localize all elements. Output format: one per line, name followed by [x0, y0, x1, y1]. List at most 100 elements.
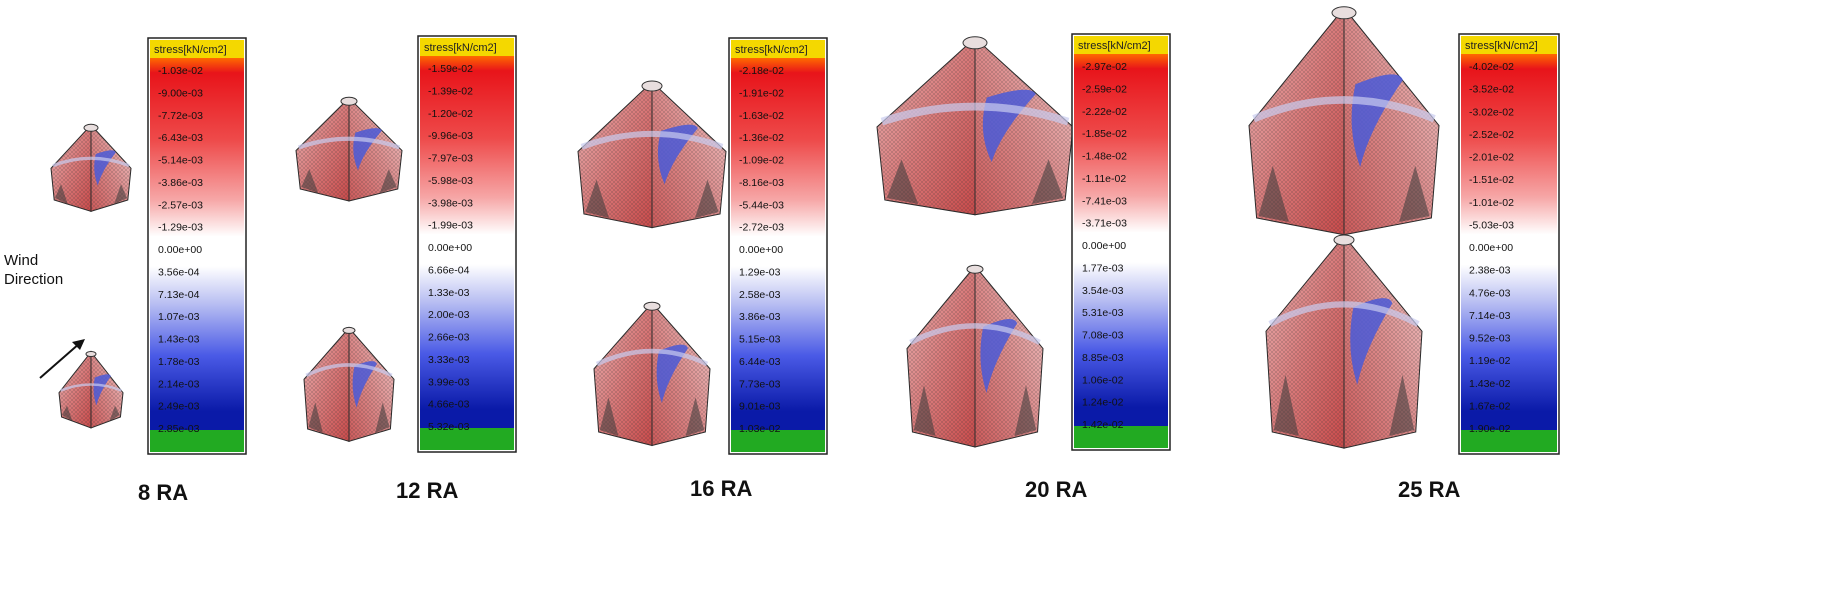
model-fold	[1273, 374, 1299, 436]
scale-gradient-bar	[150, 58, 244, 430]
model-shoulder-band	[305, 363, 393, 378]
model-shoulder-band	[595, 348, 709, 367]
model-mesh	[51, 125, 131, 212]
stress-scale: stress[kN/cm2] -1.03e-02 -9.00e-03 -7.72e-0…	[147, 37, 247, 455]
structure-model	[577, 80, 727, 229]
scale-tick-label: -3.71e-03	[1082, 218, 1127, 230]
scale-tick-label: 1.67e-02	[1469, 400, 1511, 412]
scale-tick-label: 6.66e-04	[428, 264, 470, 276]
wind-label-line1: Wind	[4, 252, 38, 269]
structure-model	[58, 350, 124, 429]
scale-tick-label: -2.18e-02	[739, 65, 784, 77]
scale-footer	[731, 430, 825, 452]
scale-tick-label: 7.08e-03	[1082, 330, 1124, 342]
scale-tick-label: -4.02e-02	[1469, 61, 1514, 73]
stress-scale: stress[kN/cm2] -2.18e-02 -1.91e-02 -1.63e-0…	[728, 37, 828, 455]
model-apex-ring	[342, 326, 356, 334]
model-fold	[55, 184, 68, 204]
scale-tick-label: 9.52e-03	[1469, 333, 1511, 345]
scale-tick-label: 0.00e+00	[428, 242, 472, 254]
model-apex-ring	[966, 264, 984, 274]
scale-tick-label: -2.97e-02	[1082, 61, 1127, 73]
model-tension-zone	[1350, 298, 1393, 385]
model-mesh	[1266, 236, 1422, 449]
scale-tick-label: 2.38e-03	[1469, 265, 1511, 277]
model-shoulder-band	[909, 323, 1041, 345]
model-fold	[1031, 159, 1064, 204]
scale-tick-label: 1.42e-02	[1082, 419, 1124, 431]
model-fold	[1399, 165, 1430, 222]
structure-model	[906, 264, 1044, 448]
stress-scale: stress[kN/cm2] -2.97e-02 -2.59e-02 -2.22e-0…	[1071, 33, 1171, 451]
model-fold	[599, 397, 619, 436]
case-label: 25 RA	[1398, 477, 1460, 502]
scale-tick-label: 3.99e-03	[428, 376, 470, 388]
scale-tick-label: 7.14e-03	[1469, 310, 1511, 322]
case-labels: 8 RA 12 RA 16 RA 20 RA 25 RA	[138, 476, 1460, 505]
scale-tick-label: 0.00e+00	[1082, 240, 1126, 252]
scale-tick-label: 2.85e-03	[158, 423, 200, 435]
scale-tick-label: 6.44e-03	[739, 356, 781, 368]
scale-tick-label: 2.49e-03	[158, 401, 200, 413]
case-label: 16 RA	[690, 476, 752, 501]
model-apex-ring	[83, 123, 99, 132]
model-apex-ring	[962, 36, 988, 50]
scale-tick-label: -1.03e-02	[158, 65, 203, 77]
structure-model	[876, 36, 1074, 216]
scale-tick-label: -7.41e-03	[1082, 195, 1127, 207]
model-fold	[1014, 385, 1037, 436]
scale-tick-label: 2.66e-03	[428, 332, 470, 344]
scale-title: stress[kN/cm2]	[1078, 40, 1151, 52]
scale-tick-label: -1.63e-02	[739, 110, 784, 122]
scale-footer	[150, 430, 244, 452]
model-apex-ring	[340, 96, 358, 106]
scale-tick-label: 5.31e-03	[1082, 307, 1124, 319]
structure-model	[50, 123, 132, 212]
scale-tick-label: 7.73e-03	[739, 378, 781, 390]
model-fold	[913, 385, 936, 436]
scale-tick-label: -1.59e-02	[428, 63, 473, 75]
scale-tick-label: -3.86e-03	[158, 177, 203, 189]
structure-model	[593, 301, 711, 447]
scale-tick-label: -1.99e-03	[428, 220, 473, 232]
model-apex-ring	[1333, 234, 1355, 246]
scale-tick-label: 3.33e-03	[428, 354, 470, 366]
structure-model	[1265, 234, 1423, 449]
scale-tick-label: -9.00e-03	[158, 87, 203, 99]
scale-tick-label: -1.39e-02	[428, 85, 473, 97]
scale-footer	[1074, 426, 1168, 448]
model-apex-ring	[641, 80, 663, 92]
scale-title: stress[kN/cm2]	[424, 42, 497, 54]
scale-tick-label: 1.06e-02	[1082, 374, 1124, 386]
scale-tick-label: 9.01e-03	[739, 401, 781, 413]
scale-title: stress[kN/cm2]	[735, 44, 808, 56]
model-mesh	[59, 352, 123, 428]
scale-tick-label: -3.52e-02	[1469, 84, 1514, 96]
model-mesh	[296, 98, 402, 201]
scale-gradient-bar	[420, 56, 514, 428]
scale-tick-label: -5.03e-03	[1469, 219, 1514, 231]
scale-tick-label: -5.14e-03	[158, 155, 203, 167]
model-fold	[886, 159, 919, 204]
structure-model	[303, 326, 395, 443]
scale-tick-label: 1.33e-03	[428, 287, 470, 299]
scale-header	[731, 40, 825, 58]
scale-tick-label: -1.20e-02	[428, 108, 473, 120]
scale-tick-label: -1.48e-02	[1082, 151, 1127, 163]
scale-tick-label: 1.43e-03	[158, 334, 200, 346]
case-label: 12 RA	[396, 478, 458, 503]
model-fold	[62, 405, 73, 421]
scale-tick-label: -6.43e-03	[158, 132, 203, 144]
scale-header	[420, 38, 514, 56]
scale-tick-label: -7.97e-03	[428, 153, 473, 165]
model-fold	[109, 405, 120, 421]
scale-tick-label: 7.13e-04	[158, 289, 200, 301]
model-shoulder-band	[52, 156, 130, 168]
scale-tick-label: -2.52e-02	[1469, 129, 1514, 141]
scale-tick-label: -1.09e-02	[739, 155, 784, 167]
scale-tick-label: -1.85e-02	[1082, 128, 1127, 140]
scale-tick-label: 1.24e-02	[1082, 397, 1124, 409]
model-fold	[379, 169, 397, 193]
scale-tick-label: -2.22e-02	[1082, 106, 1127, 118]
scale-tick-label: 8.85e-03	[1082, 352, 1124, 364]
